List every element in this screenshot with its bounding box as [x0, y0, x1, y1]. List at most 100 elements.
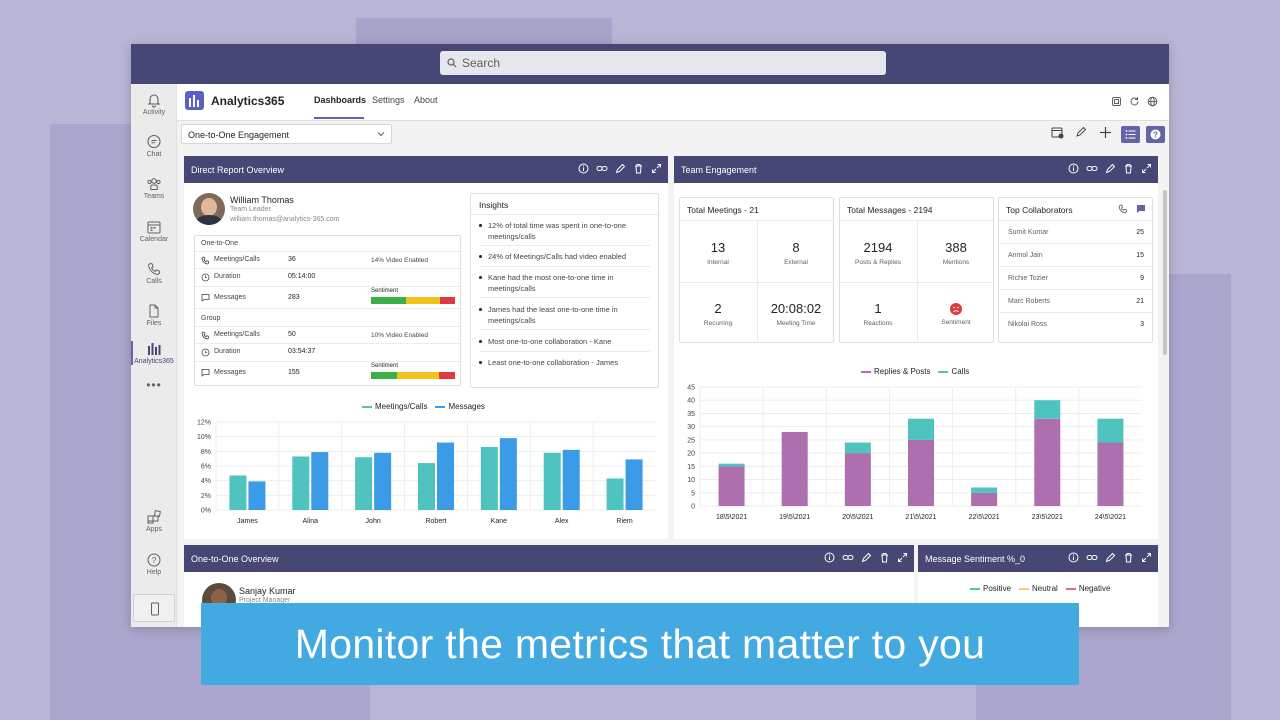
link-icon[interactable]: [842, 552, 854, 563]
y-tick-label: 40: [687, 398, 695, 405]
edit-icon[interactable]: [861, 552, 872, 563]
rail-label: Activity: [142, 109, 166, 116]
row-label: Duration: [214, 348, 241, 355]
dashboard-selector[interactable]: One-to-One Engagement: [181, 124, 392, 144]
delete-icon[interactable]: [1123, 552, 1134, 563]
insight-item: James had the least one-to-one time in m…: [479, 304, 650, 326]
bar-replies-posts: [718, 466, 745, 506]
sad-face-icon: [950, 303, 962, 315]
expand-icon[interactable]: [651, 163, 662, 174]
insight-item: 24% of Meetings/Calls had video enabled: [479, 251, 650, 262]
insights-title: Insights: [479, 200, 509, 210]
rail-label: Apps: [146, 526, 162, 533]
rail-item-teams[interactable]: Teams: [131, 176, 177, 200]
expand-icon[interactable]: [1141, 163, 1152, 174]
rail-item-apps[interactable]: Apps: [131, 509, 177, 533]
add-icon[interactable]: [1099, 126, 1112, 139]
rail-item-analytics365[interactable]: Analytics365: [131, 341, 177, 365]
search-icon: [447, 58, 457, 68]
expand-icon[interactable]: [1141, 552, 1152, 563]
total-messages-card: Total Messages - 2194 2194 Posts & Replie…: [839, 197, 994, 343]
globe-icon[interactable]: [1147, 96, 1158, 107]
rail-item-chat[interactable]: Chat: [131, 134, 177, 158]
bar-replies-posts: [781, 431, 808, 506]
engagement-table: One-to-One Meetings/Calls 36 14% Video E…: [194, 235, 461, 386]
legend-item: Neutral: [1019, 584, 1058, 593]
edit-icon[interactable]: [1105, 552, 1116, 563]
x-tick-label: John: [366, 518, 381, 525]
info-icon[interactable]: [824, 552, 835, 563]
edit-icon[interactable]: [1075, 126, 1087, 138]
info-icon[interactable]: [1068, 163, 1079, 174]
info-icon[interactable]: [578, 163, 589, 174]
y-tick-label: 15: [687, 464, 695, 471]
schedule-icon[interactable]: [1051, 126, 1064, 139]
bar-replies-posts: [844, 453, 871, 506]
dashboard-selector-value: One-to-One Engagement: [188, 130, 290, 140]
card-title: Top Collaborators: [1006, 205, 1073, 215]
bar-calls: [908, 418, 934, 440]
bar-meetings-calls: [355, 457, 373, 510]
scrollbar[interactable]: [1163, 190, 1167, 355]
app-name: Analytics365: [211, 94, 285, 108]
delete-icon[interactable]: [633, 163, 644, 174]
chat-icon[interactable]: [1136, 204, 1146, 214]
refresh-icon[interactable]: [1129, 96, 1140, 107]
section-label: One-to-One: [201, 240, 238, 247]
message-icon: [201, 369, 210, 377]
card-title: Total Meetings - 21: [687, 205, 759, 215]
row-label: Duration: [214, 273, 241, 280]
info-icon[interactable]: [1068, 552, 1079, 563]
x-tick-label: James: [237, 518, 258, 525]
section-label: Group: [201, 315, 221, 322]
bar-messages: [562, 449, 580, 510]
help-button[interactable]: ?: [1146, 126, 1165, 143]
row-value: 155: [288, 369, 300, 376]
download-mobile-button[interactable]: [133, 594, 175, 622]
rail-item-activity[interactable]: Activity: [131, 92, 177, 116]
list-view-button[interactable]: [1121, 126, 1140, 143]
chart-legend: Replies & Posts Calls: [861, 367, 969, 376]
tab-settings[interactable]: Settings: [372, 95, 405, 105]
popout-icon[interactable]: [1111, 96, 1122, 107]
link-icon[interactable]: [1086, 163, 1098, 174]
delete-icon[interactable]: [1123, 163, 1134, 174]
edit-icon[interactable]: [615, 163, 626, 174]
y-tick-label: 5: [691, 490, 695, 497]
y-tick-label: 8%: [201, 449, 211, 456]
rail-item-files[interactable]: Files: [131, 303, 177, 327]
more-apps-icon[interactable]: •••: [146, 378, 162, 392]
phone-icon[interactable]: [1118, 204, 1128, 214]
tab-about[interactable]: About: [414, 95, 438, 105]
sentiment-bar: [371, 297, 455, 304]
bar-replies-posts: [1034, 418, 1061, 506]
rail-item-help[interactable]: ? Help: [131, 552, 177, 576]
search-placeholder: Search: [462, 56, 501, 70]
rail-label: Calendar: [139, 236, 169, 243]
analytics365-logo: [185, 91, 204, 110]
list-icon: [1125, 130, 1136, 139]
edit-icon[interactable]: [1105, 163, 1116, 174]
bar-messages: [499, 438, 517, 510]
person-name: Sanjay Kumar: [239, 586, 296, 596]
bar-meetings-calls: [480, 446, 498, 510]
rail-item-calls[interactable]: Calls: [131, 261, 177, 285]
x-tick-label: 20\5\2021: [842, 514, 873, 521]
panel-title: One-to-One Overview: [191, 554, 279, 564]
expand-icon[interactable]: [897, 552, 908, 563]
link-icon[interactable]: [1086, 552, 1098, 563]
panel-header: Team Engagement: [674, 156, 1158, 183]
rail-item-calendar[interactable]: Calendar: [131, 219, 177, 243]
delete-icon[interactable]: [879, 552, 890, 563]
tab-dashboards[interactable]: Dashboards: [314, 95, 367, 105]
row-value: 50: [288, 331, 296, 338]
collaborator-name: Marc Roberts: [1008, 298, 1051, 305]
search-input[interactable]: Search: [440, 51, 886, 75]
y-tick-label: 25: [687, 437, 695, 444]
person-email[interactable]: william.thomas@analytics-365.com: [230, 216, 340, 223]
y-tick-label: 10: [687, 477, 695, 484]
top-collaborators-card: Top Collaborators Sumit Kumar 25 Anmol J…: [998, 197, 1153, 343]
x-tick-label: 22\5\2021: [969, 514, 1000, 521]
link-icon[interactable]: [596, 163, 608, 174]
bar-meetings-calls: [543, 452, 561, 510]
